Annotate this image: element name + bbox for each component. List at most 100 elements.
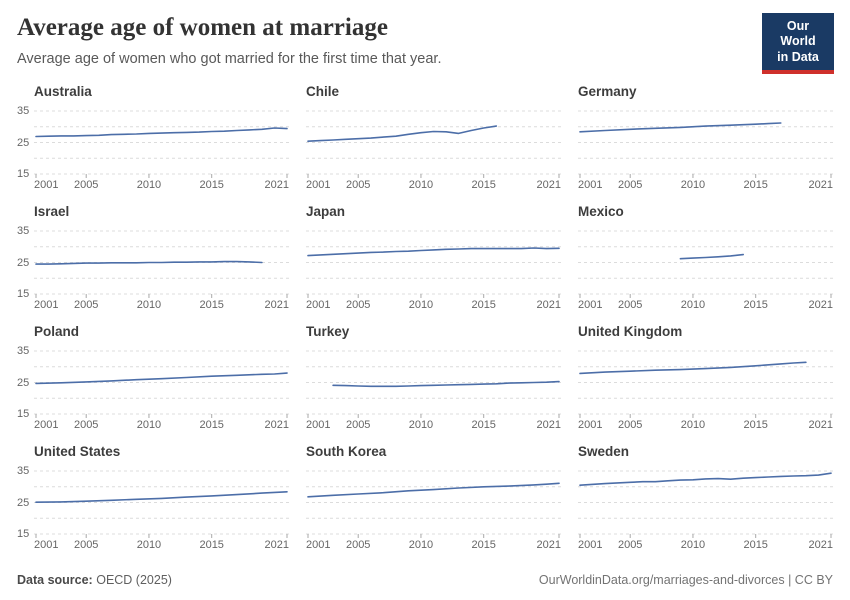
x-axis-label: 2015	[199, 179, 223, 191]
x-axis-label: 2015	[199, 299, 223, 311]
line-chart: 2001 2005 2010 2015 2021	[306, 350, 561, 431]
x-axis-label: 2010	[681, 299, 705, 311]
x-axis-label: 2021	[265, 299, 289, 311]
x-axis-label: 2015	[743, 179, 767, 191]
x-axis-label: 2005	[74, 299, 98, 311]
x-axis-label: 2021	[537, 179, 561, 191]
x-axis-label: 2010	[681, 179, 705, 191]
y-axis-label: 15	[17, 168, 30, 180]
x-axis-label: 2010	[137, 179, 161, 191]
data-line	[307, 482, 560, 498]
y-axis-label: 35	[17, 105, 30, 117]
y-axis-label: 25	[17, 376, 30, 389]
owid-logo-line2: in Data	[777, 49, 819, 64]
owid-logo-line1: Our World	[780, 19, 816, 49]
line-chart: 2001 2005 2010 2015 2021	[306, 110, 561, 191]
data-line	[579, 361, 807, 375]
x-axis-label: 2005	[618, 539, 642, 551]
country-label: Sweden	[578, 444, 630, 459]
x-axis-label: 2001	[578, 179, 602, 191]
x-axis-label: 2005	[618, 299, 642, 311]
x-axis-label: 2005	[74, 539, 98, 551]
x-axis-label: 2010	[409, 419, 433, 431]
data-source-value: OECD (2025)	[96, 573, 172, 587]
x-axis-label: 2005	[346, 419, 370, 431]
x-axis-label: 2021	[537, 539, 561, 551]
x-axis-label: 2015	[743, 539, 767, 551]
x-axis-label: 2015	[471, 539, 495, 551]
x-axis-label: 2021	[265, 419, 289, 431]
chart-header: Average age of women at marriage Average…	[0, 0, 850, 80]
country-panel: Chile 2001 2005 2010 2015 2021	[306, 84, 561, 193]
x-axis-label: 2001	[578, 419, 602, 431]
data-line	[332, 380, 560, 388]
y-axis-label: 35	[17, 225, 30, 237]
x-axis-label: 2005	[346, 179, 370, 191]
country-panel: Mexico 2001 2005 2010 2015 2021	[578, 204, 833, 313]
data-line	[679, 253, 744, 260]
x-axis-label: 2021	[809, 299, 833, 311]
country-label: Poland	[34, 324, 80, 339]
country-panel: United States 2001 2005 2010 2015 2021 35 25 1…	[17, 444, 289, 553]
line-chart: 2001 2005 2010 2015 2021	[306, 230, 561, 311]
line-chart: 2001 2005 2010 2015 2021	[578, 230, 833, 311]
x-axis-label: 2021	[809, 419, 833, 431]
x-axis-label: 2001	[34, 419, 58, 431]
page-title: Average age of women at marriage	[17, 14, 388, 41]
x-axis-label: 2021	[537, 299, 561, 311]
owid-logo: Our World in Data	[762, 13, 834, 74]
country-panel: Turkey 2001 2005 2010 2015 2021	[306, 324, 561, 433]
x-axis-label: 2010	[409, 179, 433, 191]
x-axis-label: 2005	[346, 539, 370, 551]
x-axis-label: 2010	[137, 299, 161, 311]
x-axis-label: 2010	[137, 539, 161, 551]
line-chart: 2001 2005 2010 2015 2021	[578, 350, 833, 431]
page-subtitle: Average age of women who got married for…	[17, 51, 442, 67]
x-axis-label: 2001	[34, 299, 58, 311]
x-axis-label: 2005	[346, 299, 370, 311]
y-axis-label: 35	[17, 345, 30, 357]
x-axis-label: 2001	[306, 539, 330, 551]
y-axis-label: 15	[17, 528, 30, 540]
x-axis-label: 2005	[618, 179, 642, 191]
chart-footer: Data source: OECD (2025) OurWorldinData.…	[17, 573, 833, 587]
line-chart: 2001 2005 2010 2015 2021	[34, 470, 289, 551]
country-label: United Kingdom	[578, 324, 683, 339]
x-axis-label: 2010	[681, 539, 705, 551]
x-axis-label: 2015	[199, 419, 223, 431]
country-panel: South Korea 2001 2005 2010 2015 2021	[306, 444, 561, 553]
facet-grid: Australia 2001 2005 2010 2015 2021 35 25 15 Ch…	[17, 80, 833, 553]
y-axis-label: 35	[17, 465, 30, 477]
x-axis-label: 2010	[409, 299, 433, 311]
owid-link[interactable]: OurWorldinData.org/marriages-and-divorce…	[538, 573, 833, 587]
x-axis-label: 2015	[199, 539, 223, 551]
y-axis-label: 15	[17, 288, 30, 300]
country-panel: Australia 2001 2005 2010 2015 2021 35 25 15	[17, 84, 289, 193]
x-axis-label: 2001	[578, 299, 602, 311]
data-line	[35, 372, 288, 385]
data-line	[579, 122, 782, 133]
x-axis-label: 2010	[409, 539, 433, 551]
x-axis-label: 2001	[306, 179, 330, 191]
x-axis-label: 2010	[681, 419, 705, 431]
data-source-label: Data source:	[17, 573, 93, 587]
x-axis-label: 2001	[306, 299, 330, 311]
x-axis-label: 2015	[743, 299, 767, 311]
data-line	[35, 260, 263, 265]
country-panel: United Kingdom 2001 2005 2010 2015 2021	[578, 324, 833, 433]
data-line	[307, 125, 498, 143]
y-axis-label: 25	[17, 136, 30, 149]
line-chart: 2001 2005 2010 2015 2021	[306, 470, 561, 551]
x-axis-label: 2021	[809, 179, 833, 191]
data-line	[35, 127, 288, 138]
country-label: Israel	[34, 204, 70, 219]
x-axis-label: 2001	[34, 179, 58, 191]
line-chart: 2001 2005 2010 2015 2021	[34, 110, 289, 191]
x-axis-label: 2021	[265, 539, 289, 551]
y-axis-label: 25	[17, 256, 30, 269]
country-panel: Sweden 2001 2005 2010 2015 2021	[578, 444, 833, 553]
country-panel: Japan 2001 2005 2010 2015 2021	[306, 204, 561, 313]
country-label: Chile	[306, 84, 340, 99]
country-label: South Korea	[306, 444, 387, 459]
